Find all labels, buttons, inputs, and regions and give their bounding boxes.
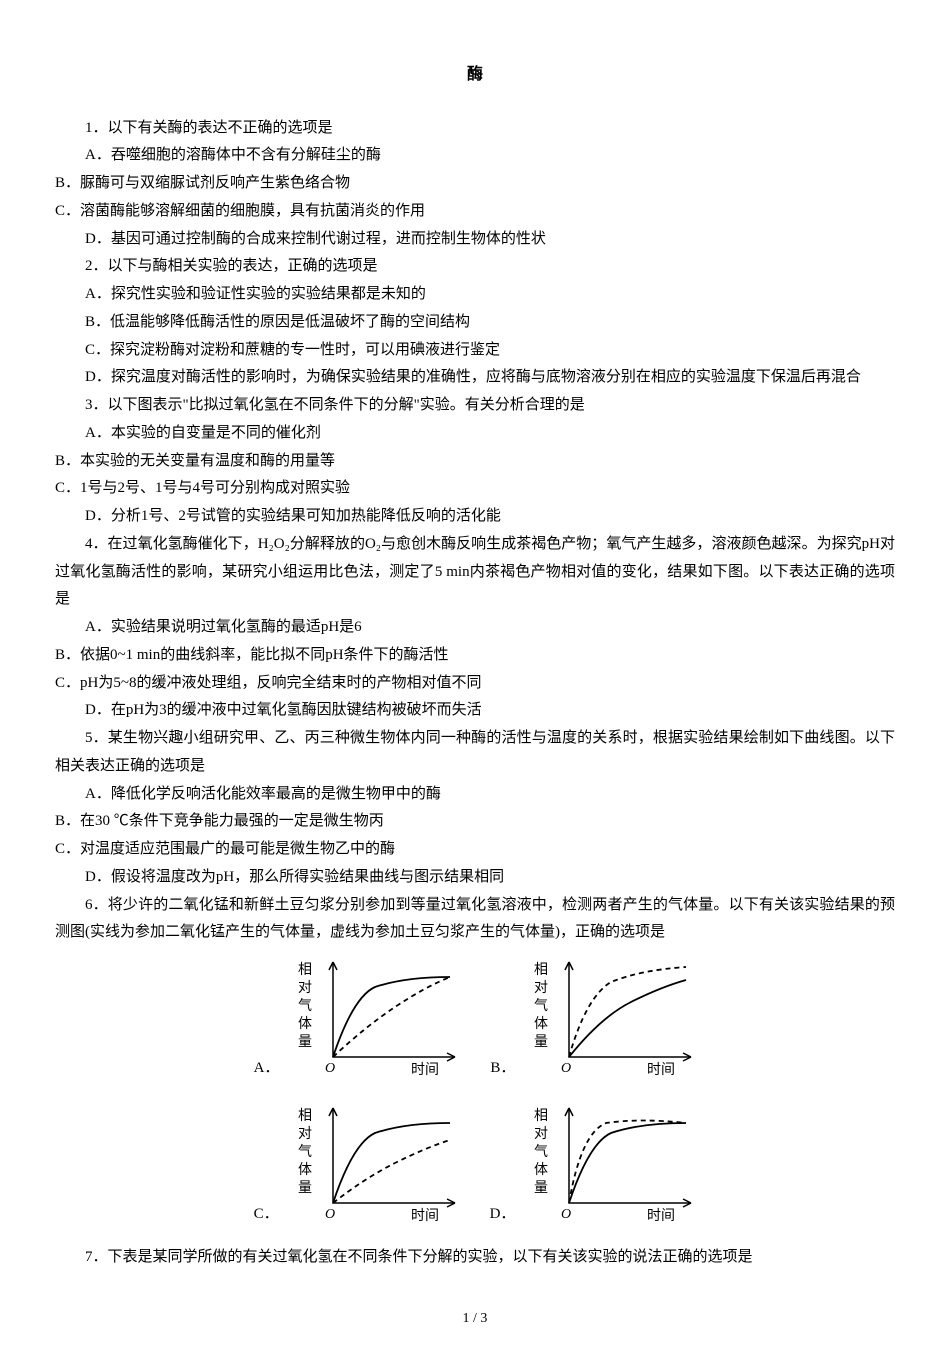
q1-stem: 1．以下有关酶的表达不正确的选项是 (55, 115, 895, 143)
q6-graph-c: 相对气体量O 时间 (285, 1098, 460, 1239)
page-footer: 1 / 3 (55, 1306, 895, 1332)
q6-label-b: B． (490, 1055, 515, 1093)
q2-stem: 2．以下与酶相关实验的表达，正确的选项是 (55, 253, 895, 281)
svg-text:时间: 时间 (647, 1208, 675, 1224)
q2-c: C．探究淀粉酶对淀粉和蔗糖的专一性时，可以用碘液进行鉴定 (55, 337, 895, 365)
q6-graph-d-wrap: D． 相对气体量O 时间 (490, 1098, 697, 1239)
q6-graphs-row-2: C． 相对气体量O时间 D． 相对气体量O时间 (55, 1098, 895, 1239)
q5-c: C．对温度适应范围最广的最可能是微生物乙中的酶 (55, 836, 895, 864)
q1-d: D．基因可通过控制酶的合成来控制代谢过程，进而控制生物体的性状 (55, 226, 895, 254)
q6-graph-a: 相对气体量O 时间 (285, 952, 460, 1093)
q4-a: A．实验结果说明过氧化氢酶的最适pH是6 (55, 614, 895, 642)
svg-text:对: 对 (534, 1126, 548, 1142)
q3-d: D．分析1号、2号试管的实验结果可知加热能降低反响的活化能 (55, 503, 895, 531)
svg-text:体: 体 (298, 1016, 312, 1032)
svg-text:时间: 时间 (411, 1208, 439, 1224)
q6-label-c: C． (254, 1201, 279, 1239)
q6-graph-b: 相对气体量O 时间 (521, 952, 696, 1093)
svg-text:体: 体 (298, 1162, 312, 1178)
svg-text:量: 量 (298, 1180, 312, 1196)
svg-text:O: O (325, 1207, 335, 1222)
svg-text:对: 对 (534, 980, 548, 996)
svg-text:气: 气 (534, 1144, 548, 1160)
q3-b: B．本实验的无关变量有温度和酶的用量等 (55, 448, 895, 476)
q6-stem: 6．将少许的二氧化锰和新鲜土豆匀浆分别参加到等量过氧化氢溶液中，检测两者产生的气… (55, 892, 895, 948)
svg-text:时间: 时间 (411, 1062, 439, 1078)
svg-text:时间: 时间 (647, 1062, 675, 1078)
svg-text:O: O (561, 1207, 571, 1222)
q6-graph-c-wrap: C． 相对气体量O 时间 (254, 1098, 460, 1239)
q3-a: A．本实验的自变量是不同的催化剂 (55, 420, 895, 448)
svg-text:O: O (561, 1061, 571, 1076)
q4-d: D．在pH为3的缓冲液中过氧化氢酶因肽键结构被破坏而失活 (55, 697, 895, 725)
q3-stem: 3．以下图表示"比拟过氧化氢在不同条件下的分解"实验。有关分析合理的是 (55, 392, 895, 420)
svg-text:对: 对 (298, 980, 312, 996)
svg-text:量: 量 (534, 1034, 548, 1050)
svg-text:相: 相 (534, 962, 548, 978)
svg-text:相: 相 (298, 1108, 312, 1124)
q1-b: B．脲酶可与双缩脲试剂反响产生紫色络合物 (55, 170, 895, 198)
q2-d: D．探究温度对酶活性的影响时，为确保实验结果的准确性，应将酶与底物溶液分别在相应… (55, 364, 895, 392)
q2-a: A．探究性实验和验证性实验的实验结果都是未知的 (55, 281, 895, 309)
q6-graph-b-wrap: B． 相对气体量O 时间 (490, 952, 696, 1093)
q5-d: D．假设将温度改为pH，那么所得实验结果曲线与图示结果相同 (55, 864, 895, 892)
q1-a: A．吞噬细胞的溶酶体中不含有分解硅尘的酶 (55, 142, 895, 170)
q7-stem: 7．下表是某同学所做的有关过氧化氢在不同条件下分解的实验，以下有关该实验的说法正… (55, 1244, 895, 1272)
svg-text:体: 体 (534, 1162, 548, 1178)
svg-text:对: 对 (298, 1126, 312, 1142)
q1-c: C．溶菌酶能够溶解细菌的细胞膜，具有抗菌消炎的作用 (55, 198, 895, 226)
svg-text:气: 气 (298, 1144, 312, 1160)
svg-text:量: 量 (298, 1034, 312, 1050)
q4-c: C．pH为5~8的缓冲液处理组，反响完全结束时的产物相对值不同 (55, 670, 895, 698)
q6-label-a: A． (254, 1055, 280, 1093)
q4-b: B．依据0~1 min的曲线斜率，能比拟不同pH条件下的酶活性 (55, 642, 895, 670)
q6-graphs-row-1: A． 相对气体量O时间 B． 相对气体量O时间 (55, 952, 895, 1093)
svg-text:气: 气 (534, 998, 548, 1014)
q6-label-d: D． (490, 1201, 516, 1239)
svg-text:气: 气 (298, 998, 312, 1014)
svg-text:O: O (325, 1061, 335, 1076)
svg-text:相: 相 (534, 1108, 548, 1124)
svg-text:量: 量 (534, 1180, 548, 1196)
q2-b: B．低温能够降低酶活性的原因是低温破坏了酶的空间结构 (55, 309, 895, 337)
page-title: 酶 (55, 60, 895, 90)
q5-a: A．降低化学反响活化能效率最高的是微生物甲中的酶 (55, 781, 895, 809)
svg-text:体: 体 (534, 1016, 548, 1032)
q5-stem: 5．某生物兴趣小组研究甲、乙、丙三种微生物体内同一种酶的活性与温度的关系时，根据… (55, 725, 895, 781)
q3-c: C．1号与2号、1号与4号可分别构成对照实验 (55, 475, 895, 503)
svg-text:相: 相 (298, 962, 312, 978)
q4-stem: 4．在过氧化氢酶催化下，H₂O₂分解释放的O₂与愈创木酶反响生成茶褐色产物；氧气… (55, 531, 895, 614)
q5-b: B．在30 ℃条件下竞争能力最强的一定是微生物丙 (55, 808, 895, 836)
q6-graph-a-wrap: A． 相对气体量O 时间 (254, 952, 461, 1093)
q6-graph-d: 相对气体量O 时间 (521, 1098, 696, 1239)
